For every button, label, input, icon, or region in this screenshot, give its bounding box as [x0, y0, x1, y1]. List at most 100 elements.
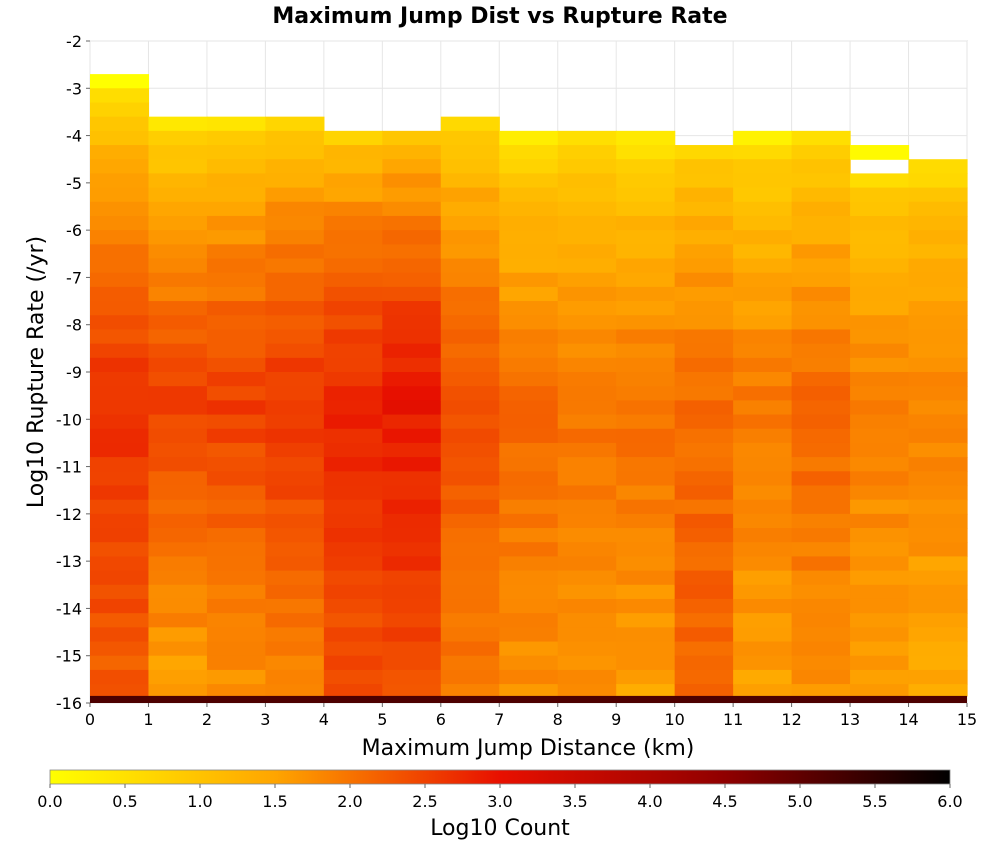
heatmap-cell	[382, 329, 442, 345]
heatmap-cell	[557, 315, 617, 331]
heatmap-cell	[850, 272, 910, 288]
heatmap-cell	[90, 684, 150, 697]
heatmap-cell	[850, 215, 910, 231]
heatmap-cell	[733, 528, 793, 543]
heatmap-cell	[440, 684, 500, 697]
heatmap-cell	[323, 145, 383, 160]
heatmap-cell	[850, 570, 910, 586]
heatmap-cell	[206, 145, 266, 160]
heatmap-cell	[674, 301, 734, 316]
heatmap-cell	[265, 230, 325, 245]
heatmap-cell	[499, 542, 559, 558]
heatmap-cell	[557, 655, 617, 671]
heatmap-cell	[733, 442, 793, 458]
heatmap-cell	[616, 471, 676, 487]
heatmap-cell	[265, 201, 325, 217]
heatmap-cell	[850, 442, 910, 458]
heatmap-cell	[850, 357, 910, 373]
heatmap-cell	[265, 357, 325, 373]
heatmap-cell	[674, 684, 734, 697]
heatmap-cell	[382, 315, 442, 331]
heatmap-cell	[791, 499, 851, 515]
heatmap-cell	[206, 542, 266, 558]
heatmap-cell	[499, 641, 559, 657]
heatmap-cell	[850, 641, 910, 657]
heatmap-cell	[908, 684, 968, 697]
heatmap-cell	[265, 386, 325, 401]
heatmap-cell	[733, 428, 793, 444]
heatmap-cell	[206, 286, 266, 302]
heatmap-cell	[206, 471, 266, 487]
heatmap-cell	[499, 372, 559, 387]
heatmap-cell	[616, 414, 676, 430]
heatmap-cell	[908, 669, 968, 685]
y-tick-label: -2	[66, 32, 82, 51]
heatmap-cell	[206, 627, 266, 643]
y-axis-ticks: -2 -3 -4 -5 -6 -7 -8 -9 -10 -11 -12 -13 -14 -15 -16	[56, 32, 90, 713]
heatmap-cell	[206, 315, 266, 331]
heatmap-cell	[382, 173, 442, 189]
heatmap-cell	[323, 301, 383, 316]
y-axis-title: Log10 Rupture Rate (/yr)	[24, 236, 49, 508]
heatmap-cell	[791, 201, 851, 217]
heatmap-cell	[499, 301, 559, 316]
heatmap-cell	[90, 187, 150, 203]
heatmap-cell	[90, 173, 150, 189]
heatmap-cell	[557, 598, 617, 614]
heatmap-cell	[791, 357, 851, 373]
heatmap-cell	[908, 485, 968, 501]
heatmap-cell	[850, 187, 910, 203]
heatmap-cell	[148, 116, 208, 132]
heatmap-cell	[323, 542, 383, 558]
heatmap-cell	[908, 528, 968, 543]
heatmap-cell	[557, 684, 617, 697]
heatmap-cell	[557, 641, 617, 657]
heatmap-cell	[382, 130, 442, 146]
heatmap-cell	[382, 584, 442, 600]
heatmap-cell	[323, 442, 383, 458]
heatmap-cell	[382, 159, 442, 174]
heatmap-cell	[557, 272, 617, 288]
heatmap-cell	[148, 244, 208, 260]
heatmap-cell	[382, 471, 442, 487]
heatmap-cell	[265, 471, 325, 487]
heatmap-cell	[908, 627, 968, 643]
heatmap-cell	[908, 513, 968, 529]
heatmap-cell	[440, 655, 500, 671]
colorbar-tick-label: 4.0	[637, 792, 662, 811]
heatmap-cell	[148, 598, 208, 614]
heatmap-cell	[440, 613, 500, 628]
heatmap-cell	[440, 130, 500, 146]
x-tick-label: 3	[260, 710, 270, 729]
heatmap-cell	[323, 485, 383, 501]
heatmap-cell	[499, 570, 559, 586]
heatmap-cell	[206, 570, 266, 586]
heatmap-cell	[733, 471, 793, 487]
heatmap-cell	[90, 102, 150, 118]
heatmap-cell	[557, 584, 617, 600]
heatmap-cell	[733, 272, 793, 288]
heatmap-cell	[440, 230, 500, 245]
heatmap-cell	[733, 230, 793, 245]
heatmap-cell	[440, 187, 500, 203]
heatmap-cell	[382, 286, 442, 302]
heatmap-cell	[90, 116, 150, 132]
heatmap-cell	[499, 258, 559, 274]
x-tick-label: 10	[664, 710, 684, 729]
heatmap-cell	[908, 372, 968, 387]
heatmap-cell	[440, 372, 500, 387]
heatmap-cell	[850, 471, 910, 487]
heatmap-cell	[265, 272, 325, 288]
y-tick-label: -11	[56, 458, 82, 477]
heatmap-cell	[90, 655, 150, 671]
heatmap-cell	[440, 570, 500, 586]
heatmap-cell	[616, 513, 676, 529]
heatmap-cell	[148, 230, 208, 245]
heatmap-cell	[850, 244, 910, 260]
heatmap-cell	[148, 457, 208, 472]
heatmap-cell	[499, 130, 559, 146]
heatmap-cell	[557, 499, 617, 515]
heatmap-cell	[90, 442, 150, 458]
heatmap-cell	[733, 513, 793, 529]
heatmap-cell	[499, 627, 559, 643]
